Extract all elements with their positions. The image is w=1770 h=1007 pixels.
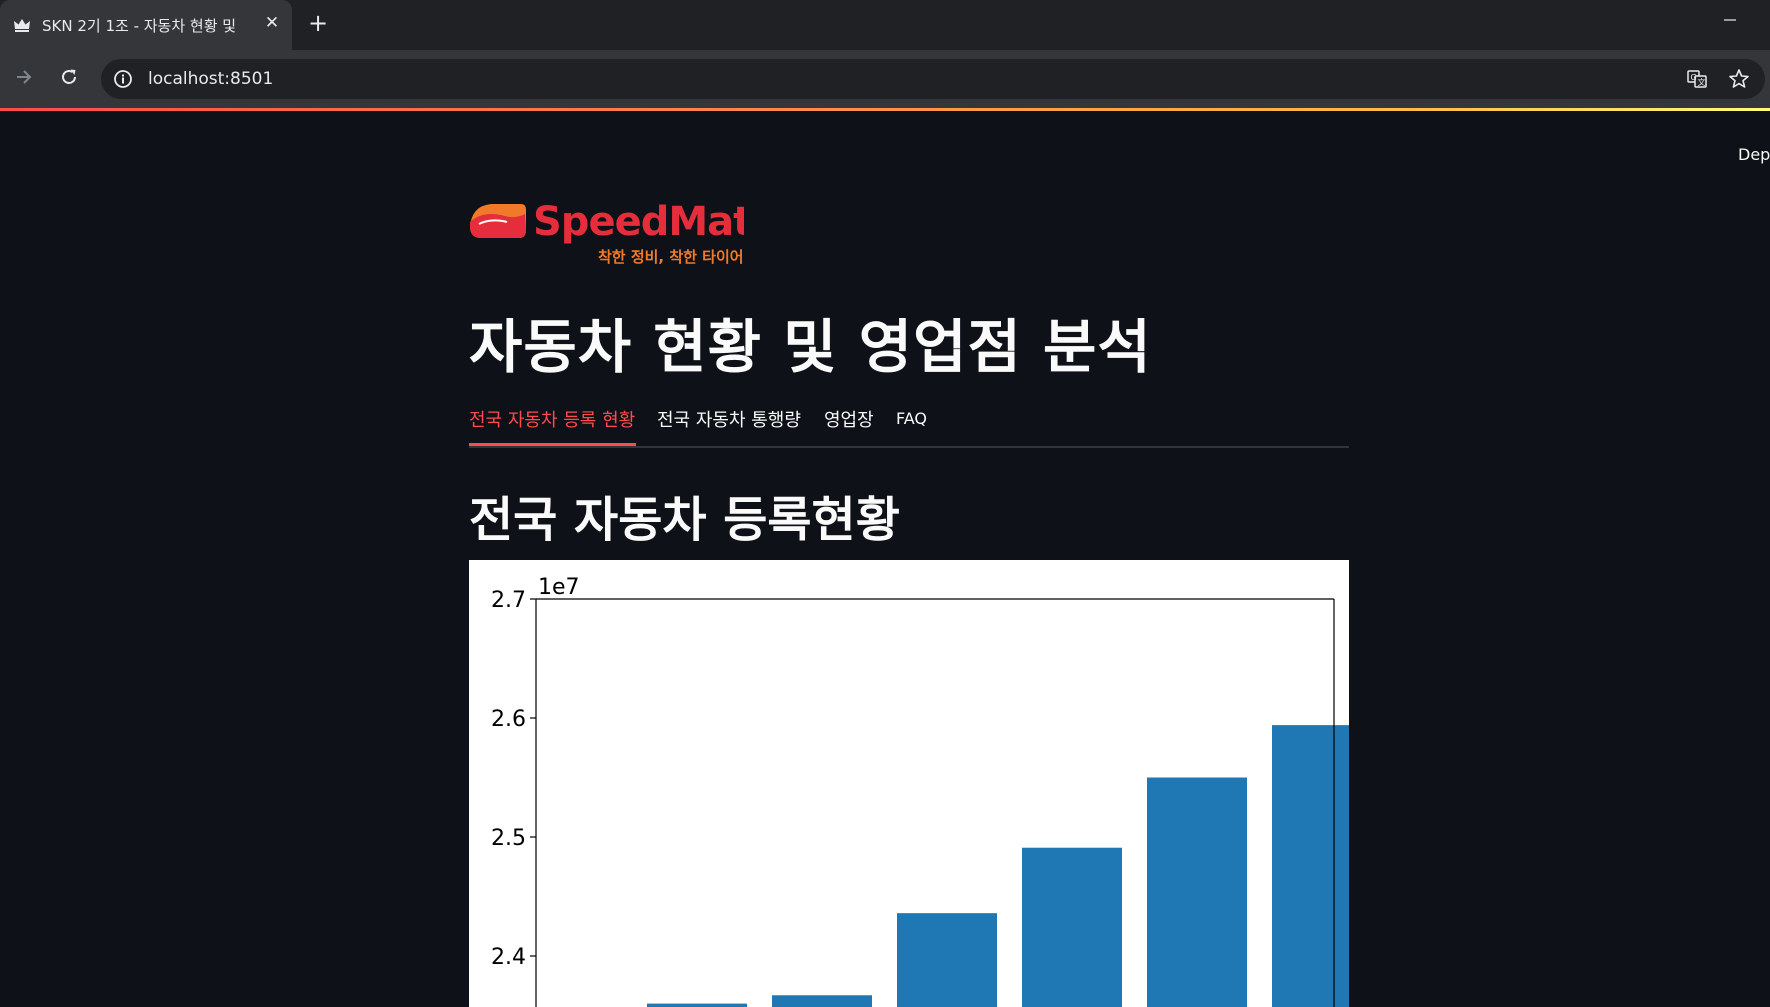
chart-svg: 2.4 2.5 2.6 2.7 1e7 xyxy=(491,575,1349,1007)
active-tab-indicator xyxy=(469,443,636,446)
new-tab-button[interactable]: + xyxy=(307,9,329,37)
chart-y-tick-label: 2.4 xyxy=(491,945,526,970)
registration-bar-chart: 2.4 2.5 2.6 2.7 1e7 xyxy=(469,560,1349,1007)
deploy-button[interactable]: Deploy xyxy=(1738,145,1770,164)
chart-bar xyxy=(1022,847,1122,1007)
address-bar[interactable]: localhost:8501 G 文 xyxy=(101,59,1765,99)
streamlit-header-decoration xyxy=(0,108,1770,111)
chart-y-tick-label: 2.7 xyxy=(491,588,526,613)
browser-toolbar: localhost:8501 G 文 xyxy=(0,50,1770,108)
minimize-window-icon[interactable] xyxy=(1720,10,1740,30)
chart-bar xyxy=(772,995,872,1007)
chart-bar xyxy=(1272,725,1349,1007)
translate-icon[interactable]: G 文 xyxy=(1686,68,1708,90)
chart-bar xyxy=(897,913,997,1007)
svg-text:착한 정비, 착한 타이어: 착한 정비, 착한 타이어 xyxy=(598,248,744,266)
reload-icon[interactable] xyxy=(57,65,81,89)
chart-bar xyxy=(647,1003,747,1007)
tab-traffic-volume[interactable]: 전국 자동차 통행량 xyxy=(657,410,801,431)
forward-arrow-icon[interactable] xyxy=(12,65,36,89)
crown-favicon-icon xyxy=(14,19,30,32)
tab-branches[interactable]: 영업장 xyxy=(824,410,874,431)
svg-text:G: G xyxy=(1691,73,1697,82)
chart-offset-label: 1e7 xyxy=(538,575,580,600)
site-info-icon[interactable] xyxy=(113,69,133,89)
close-tab-icon[interactable]: ✕ xyxy=(264,13,280,33)
svg-text:SpeedMate: SpeedMate xyxy=(533,200,744,245)
page-title: 자동차 현황 및 영업점 분석 xyxy=(469,313,1152,381)
browser-tab[interactable]: SKN 2기 1조 - 자동차 현황 및 ✕ xyxy=(0,0,292,50)
chart-y-tick-label: 2.6 xyxy=(491,707,526,732)
tab-list: 전국 자동차 등록 현황 전국 자동차 통행량 영업장 FAQ xyxy=(469,400,1349,448)
tab-title: SKN 2기 1조 - 자동차 현황 및 xyxy=(42,17,237,35)
svg-text:文: 文 xyxy=(1698,77,1706,87)
section-title: 전국 자동차 등록현황 xyxy=(469,492,900,548)
bookmark-star-icon[interactable] xyxy=(1727,67,1751,91)
tab-registration-status[interactable]: 전국 자동차 등록 현황 xyxy=(469,410,636,431)
url-text[interactable]: localhost:8501 xyxy=(148,69,274,89)
browser-tab-strip: SKN 2기 1조 - 자동차 현황 및 ✕ + xyxy=(0,0,1770,50)
chart-bar xyxy=(1147,777,1247,1007)
tab-faq[interactable]: FAQ xyxy=(896,409,927,428)
chart-y-tick-label: 2.5 xyxy=(491,826,526,851)
speedmate-logo: SpeedMate 착한 정비, 착한 타이어 xyxy=(470,200,744,266)
